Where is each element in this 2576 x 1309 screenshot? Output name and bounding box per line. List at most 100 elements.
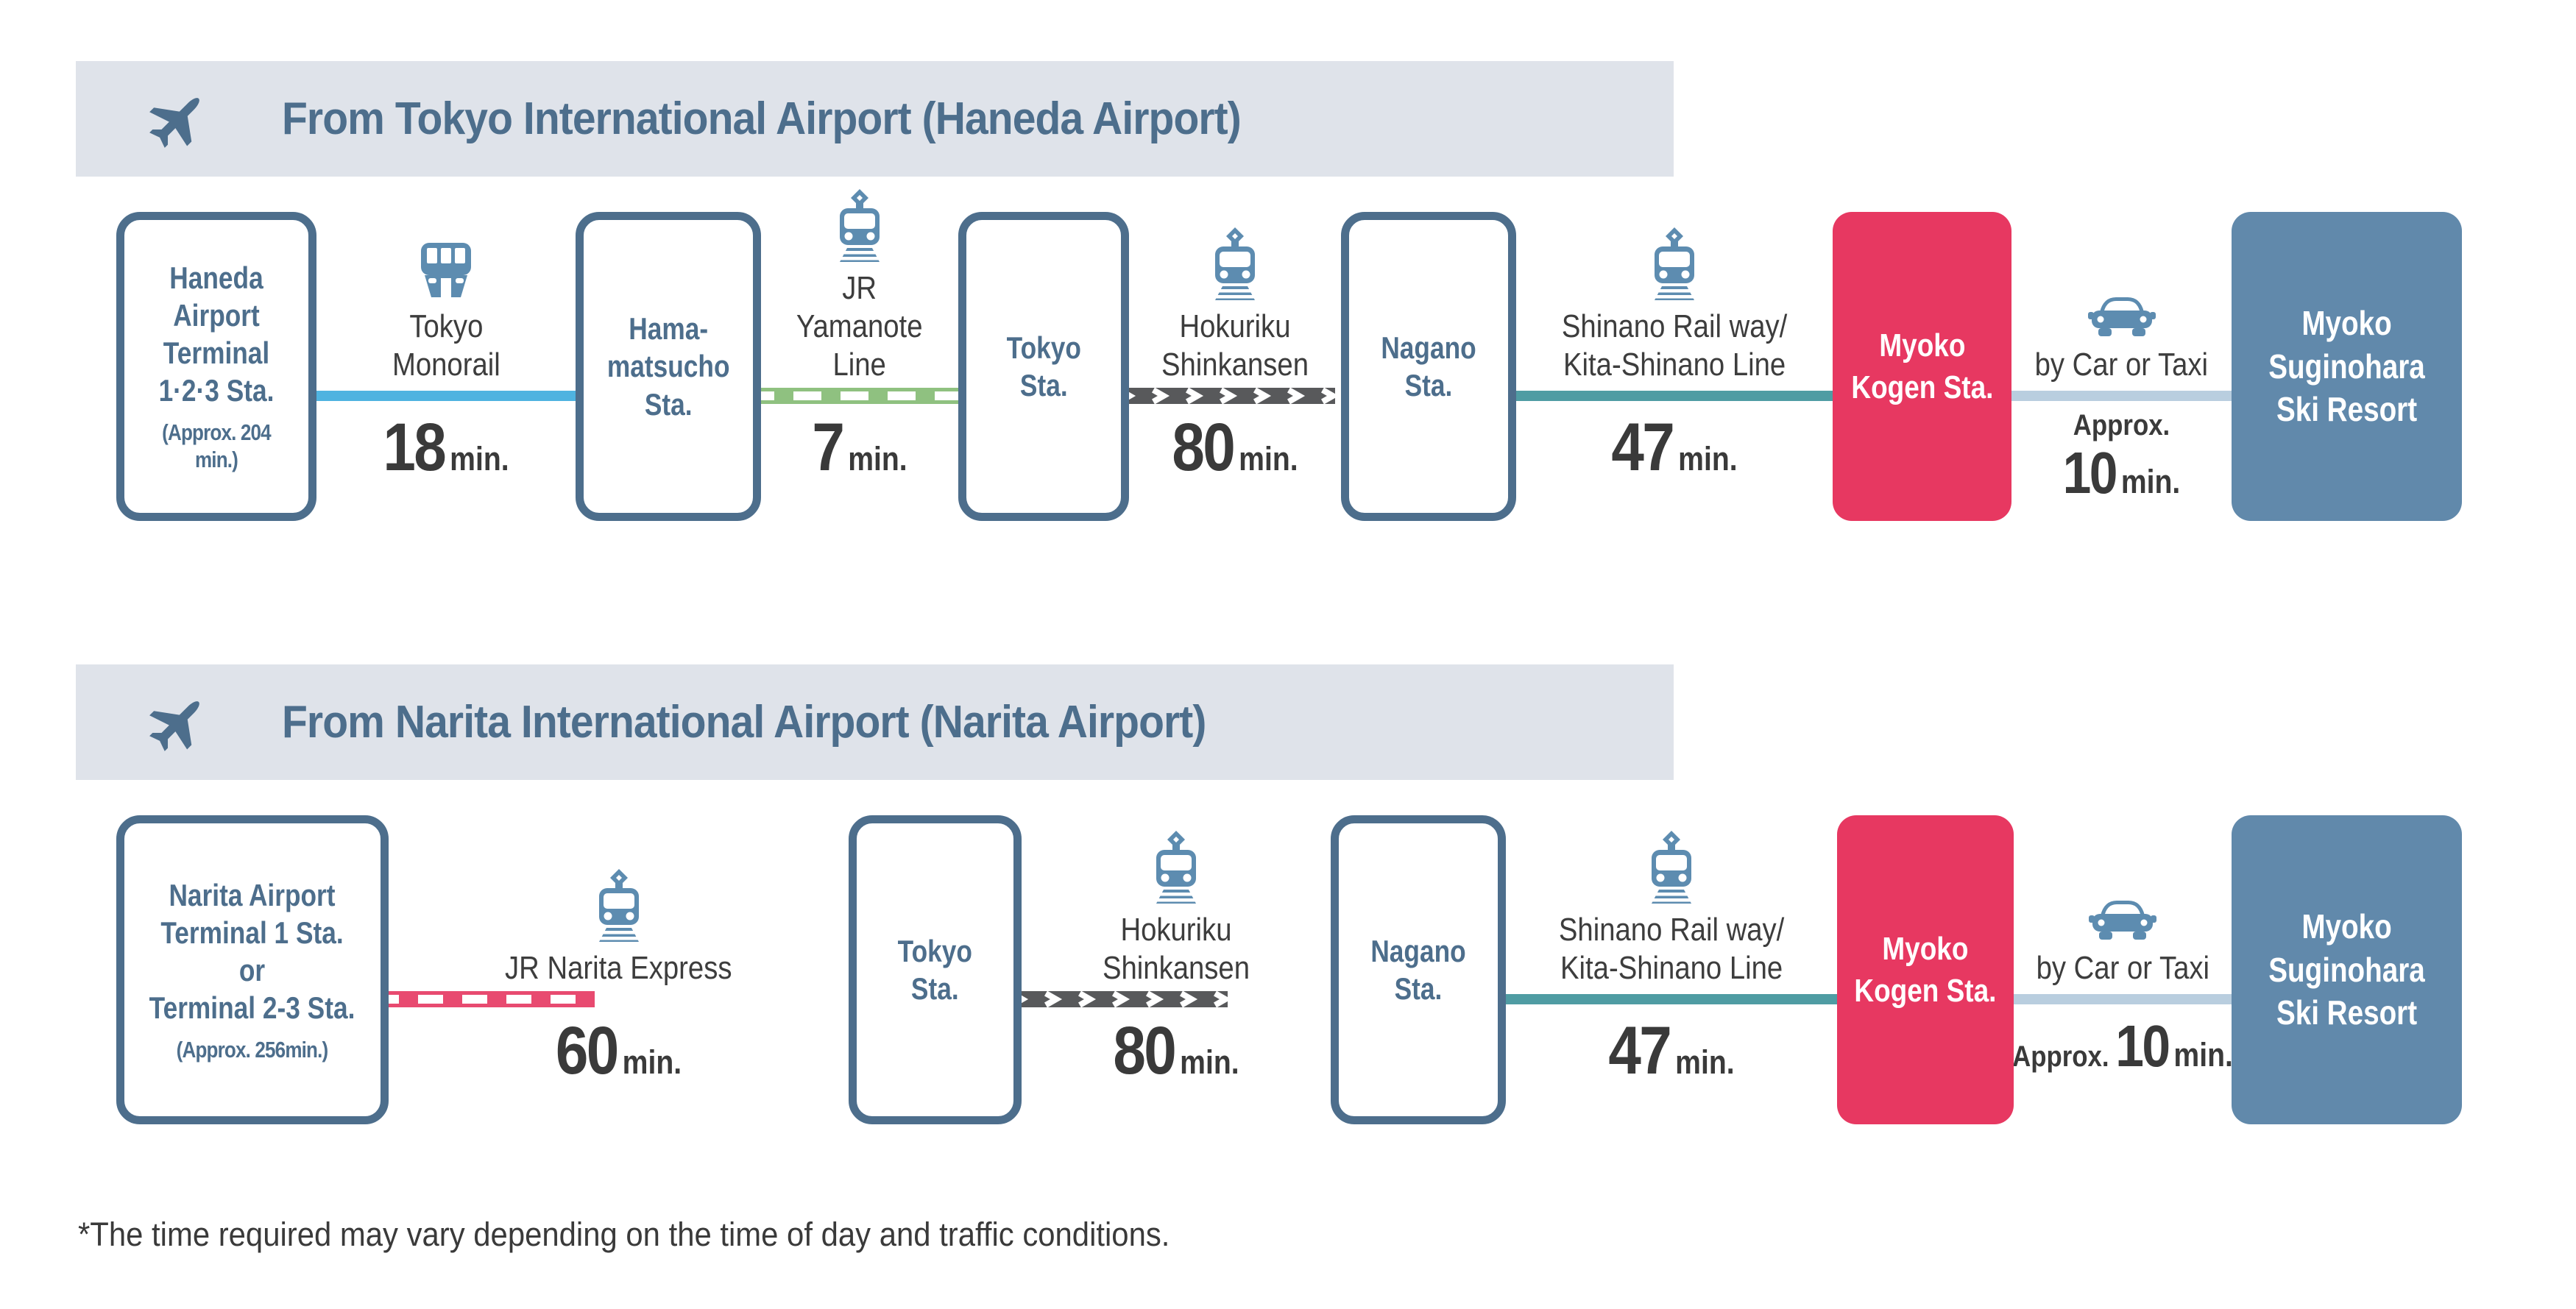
duration-value: 47 (1608, 1013, 1671, 1088)
station-nagano: Nagano Sta. (1341, 212, 1516, 521)
segment-top: Tokyo Monorail (265, 241, 627, 384)
text-line: Sta. (911, 971, 959, 1006)
duration-value: 10 (2115, 1013, 2170, 1079)
segment-shinano-railway: Shinano Rail way/ Kita-Shinano Line 47 mi… (1501, 212, 1847, 521)
station-resort-label: Myoko Suginohara Ski Resort (2268, 905, 2425, 1035)
text-line: Myoko (1882, 930, 1969, 967)
station-myoko-kogen: Myoko Kogen Sta. (1837, 815, 2014, 1124)
segment-hokuriku-shinkansen: Hokuriku Shinkansen 80 min. (1007, 815, 1331, 1124)
duration: 47 min. (1489, 1012, 1854, 1090)
narita-route-row: Narita Airport Terminal 1 Sta. or Termin… (116, 815, 2462, 1124)
duration: 80 min. (1003, 1012, 1349, 1090)
station-hamamatsucho: Hama- matsucho Sta. (576, 212, 761, 521)
duration-unit: min. (2173, 1036, 2233, 1074)
duration-unit: min. (2120, 463, 2181, 500)
text-line: Kogen Sta. (1854, 973, 1997, 1009)
train-icon (597, 869, 640, 943)
duration-value: 60 (555, 1013, 619, 1088)
haneda-route-row: Haneda Airport Terminal 1·2·3 Sta. (Appr… (116, 189, 2462, 521)
car-icon (2089, 901, 2156, 940)
text-line: Monorail (392, 347, 500, 383)
duration-unit: min. (848, 440, 907, 478)
duration: 18 min. (295, 409, 598, 486)
segment-jr-narita-express: JR Narita Express 60 min. (374, 815, 849, 1124)
car-taxi-line (1999, 994, 2246, 1004)
segment-hokuriku-shinkansen: Hokuriku Shinkansen 80 min. (1114, 212, 1341, 521)
text-line: Kita-Shinano Line (1563, 347, 1786, 383)
shinano-railway-line (1491, 994, 1852, 1004)
text-line: Terminal 1 Sta. (160, 915, 344, 950)
narita-header-band: From Narita International Airport (Narit… (76, 664, 1674, 780)
text-line: 1·2·3 Sta. (158, 373, 275, 408)
footnote: *The time required may vary depending on… (78, 1216, 1170, 1253)
segment-top: Hokuriku Shinkansen (1078, 227, 1393, 384)
duration: 80 min. (1105, 409, 1366, 486)
segment-label: Tokyo Monorail (392, 308, 500, 384)
text-line: Kogen Sta. (1850, 369, 1994, 405)
segment-shinano-railway: Shinano Rail way/ Kita-Shinano Line 47 mi… (1491, 815, 1852, 1124)
train-icon (1155, 831, 1197, 904)
segment-top: JR Narita Express (337, 868, 900, 987)
segment-top: Shinano Rail way/ Kita-Shinano Line (1454, 830, 1889, 987)
text-line: Tokyo (897, 933, 973, 968)
plane-icon (149, 97, 199, 148)
text-line: or (239, 953, 266, 988)
text-line: Shinano Rail way/ (1558, 912, 1785, 948)
segment-label: by Car or Taxi (2036, 949, 2209, 987)
text-line: Nagano (1381, 330, 1476, 365)
duration: 7 min. (735, 409, 984, 486)
text-line: Tokyo (408, 308, 483, 345)
text-line: Shinano Rail way/ (1561, 308, 1788, 345)
car-icon (2087, 297, 2156, 337)
shinano-railway-line (1501, 391, 1847, 401)
station-tokyo-label: Tokyo Sta. (1006, 329, 1080, 404)
text-line: Kita-Shinano Line (1560, 950, 1783, 987)
segment-label: Shinano Rail way/ Kita-Shinano Line (1562, 308, 1787, 384)
text-line: Line (832, 347, 887, 383)
text-line: Sta. (1394, 971, 1443, 1006)
text-line: Myoko (2301, 303, 2392, 342)
text-line: Ski Resort (2276, 390, 2418, 429)
train-icon (1214, 227, 1256, 301)
text-line: Suginohara (2268, 950, 2425, 989)
tokyo-monorail-line (302, 391, 590, 401)
duration-unit: min. (1675, 1043, 1735, 1081)
segment-label: Hokuriku Shinkansen (1103, 911, 1250, 987)
station-note: (Approx. 256min.) (177, 1036, 328, 1063)
jr-narita-express-line (374, 991, 595, 1007)
train-icon (1653, 227, 1696, 301)
duration-unit: min. (622, 1043, 682, 1081)
text-line: Myoko (1878, 327, 1966, 363)
station-tokyo-label: Tokyo Sta. (898, 932, 972, 1007)
duration-value: 47 (1611, 410, 1674, 485)
narita-header-title: From Narita International Airport (Narit… (282, 697, 1206, 748)
text-line: JR Narita Express (505, 950, 732, 987)
plane-icon (149, 700, 199, 751)
duration-value: 80 (1113, 1013, 1176, 1088)
segment-label: Hokuriku Shinkansen (1161, 308, 1309, 384)
segment-top: by Car or Taxi (1960, 291, 2283, 384)
text-line: Haneda Airport (169, 260, 263, 333)
duration: 47 min. (1498, 409, 1851, 486)
text-line: matsucho (606, 349, 730, 384)
text-line: Nagano (1370, 933, 1466, 968)
segment-tokyo-monorail: Tokyo Monorail 18 min. (302, 212, 590, 521)
station-narita-terminal-label: Narita Airport Terminal 1 Sta. or Termin… (149, 876, 355, 1064)
text-line: Hokuriku (1179, 308, 1291, 345)
text-line: Myoko (2301, 907, 2392, 946)
station-hamamatsucho-label: Hama- matsucho Sta. (607, 310, 730, 423)
segment-label: JR Narita Express (505, 949, 732, 987)
text-line: Shinkansen (1161, 347, 1309, 383)
station-resort-label: Myoko Suginohara Ski Resort (2268, 302, 2425, 432)
text-line: Sta. (1404, 368, 1453, 402)
text-line: Yamanote (796, 308, 923, 345)
station-nagano-label: Nagano Sta. (1381, 329, 1476, 404)
duration-value: 80 (1172, 410, 1235, 485)
text-line: Shinkansen (1102, 950, 1250, 987)
segment-label: by Car or Taxi (2035, 346, 2208, 384)
station-tokyo: Tokyo Sta. (849, 815, 1022, 1124)
station-myoko-suginohara-resort: Myoko Suginohara Ski Resort (2232, 815, 2462, 1124)
hokuriku-shinkansen-line (1114, 388, 1335, 404)
duration-unit: min. (1239, 440, 1298, 478)
station-myoko-kogen: Myoko Kogen Sta. (1833, 212, 2011, 521)
